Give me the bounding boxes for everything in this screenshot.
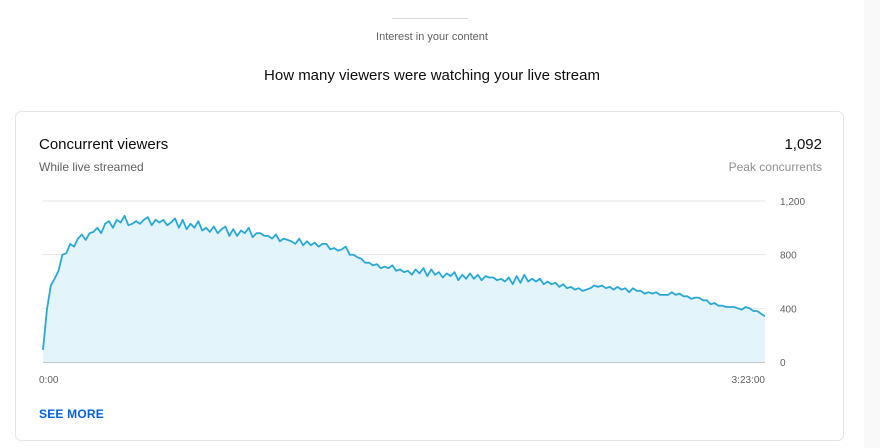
series-area-fill (43, 215, 765, 362)
peak-concurrents-label: Peak concurrents (728, 160, 822, 174)
y-tick-label: 0 (780, 358, 786, 369)
y-axis-ticks: 0 400 800 1,200 (780, 197, 805, 369)
concurrent-viewers-chart[interactable]: 0 400 800 1,200 0:00 3:23:00 (16, 112, 843, 440)
see-more-button[interactable]: SEE MORE (39, 407, 104, 421)
section-label: Interest in your content (376, 31, 488, 43)
chart-area-layer (42, 214, 766, 362)
x-tick-label: 3:23:00 (732, 375, 766, 386)
concurrent-viewers-card: Concurrent viewers While live streamed 1… (15, 111, 844, 441)
x-tick-label: 0:00 (39, 375, 59, 386)
series-line[interactable] (42, 214, 766, 350)
y-tick-label: 1,200 (780, 197, 805, 208)
card-subtitle: While live streamed (39, 160, 144, 174)
x-axis-ticks: 0:00 3:23:00 (39, 375, 765, 386)
y-tick-label: 800 (780, 251, 797, 262)
peak-concurrents-value: 1,092 (784, 136, 822, 153)
y-tick-label: 400 (780, 304, 797, 315)
card-title: Concurrent viewers (39, 136, 169, 153)
scrollbar-track[interactable] (864, 0, 880, 448)
section-heading: How many viewers were watching your live… (264, 67, 600, 84)
section-divider (392, 18, 468, 19)
